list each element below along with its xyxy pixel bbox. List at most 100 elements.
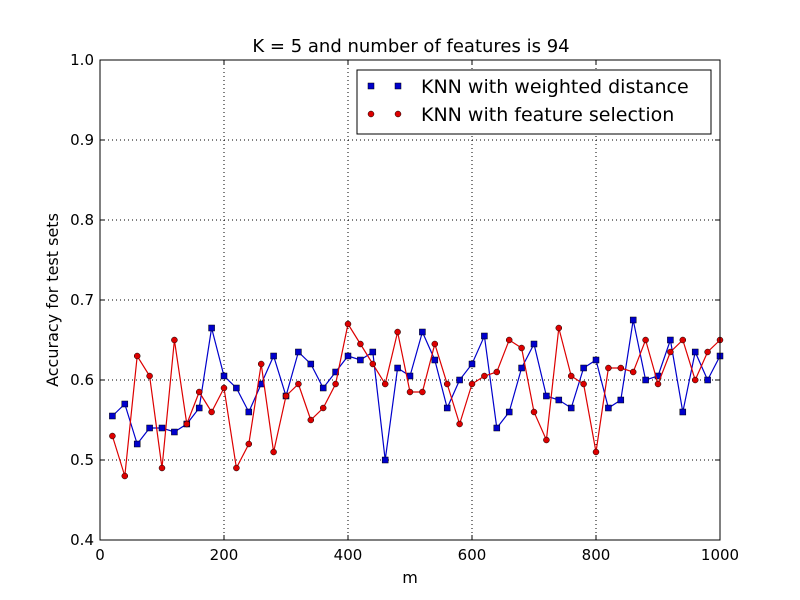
- data-point: [419, 328, 426, 336]
- plot-frame: [99, 59, 721, 541]
- data-point: [580, 380, 587, 388]
- data-point: [208, 408, 215, 416]
- data-point: [381, 380, 389, 388]
- data-point: [567, 404, 575, 412]
- legend-box: [356, 69, 712, 135]
- data-point: [195, 404, 203, 412]
- data-point: [295, 348, 302, 356]
- data-point: [456, 420, 463, 428]
- data-point: [481, 372, 488, 380]
- x-tick-label: 400: [334, 546, 363, 564]
- data-point: [629, 316, 637, 324]
- legend-label: KNN with weighted distance: [421, 76, 689, 98]
- data-point: [592, 448, 600, 456]
- data-point: [381, 456, 389, 464]
- data-point: [704, 376, 711, 384]
- y-tick-label: 1.0: [70, 51, 94, 69]
- data-point: [220, 372, 228, 380]
- data-point: [282, 392, 290, 400]
- data-point: [419, 388, 426, 396]
- data-point: [481, 332, 488, 340]
- data-point: [245, 440, 253, 448]
- y-tick-label: 0.4: [70, 531, 94, 549]
- series-layer: [109, 316, 724, 480]
- legend-item: KNN with feature selection: [367, 104, 674, 126]
- data-point: [555, 324, 563, 332]
- chart-title: K = 5 and number of features is 94: [252, 36, 569, 57]
- data-point: [704, 348, 711, 356]
- data-point: [109, 412, 116, 420]
- data-point: [493, 368, 501, 376]
- data-point: [617, 364, 625, 372]
- data-point: [691, 348, 699, 356]
- data-point: [319, 404, 327, 412]
- x-tick-label: 600: [458, 546, 487, 564]
- legend-marker: [367, 110, 375, 118]
- x-tick-label: 0: [95, 546, 105, 564]
- data-point: [121, 400, 129, 408]
- data-point: [605, 364, 612, 372]
- data-point: [667, 348, 674, 356]
- data-point: [171, 336, 178, 344]
- data-point: [158, 424, 166, 432]
- data-point: [468, 360, 476, 368]
- data-point: [369, 360, 377, 368]
- data-point: [357, 356, 364, 364]
- data-point: [679, 336, 687, 344]
- data-point: [183, 420, 191, 428]
- x-axis-title: m: [402, 568, 418, 587]
- data-point: [530, 408, 538, 416]
- data-point: [220, 384, 228, 392]
- x-tick-label: 800: [582, 546, 611, 564]
- series-1: [109, 316, 724, 464]
- data-point: [605, 404, 612, 412]
- data-point: [443, 404, 451, 412]
- data-point: [171, 428, 178, 436]
- data-point: [592, 356, 600, 364]
- data-point: [109, 432, 116, 440]
- data-point: [406, 388, 414, 396]
- data-point: [431, 356, 439, 364]
- data-point: [245, 408, 253, 416]
- y-tick-label: 0.6: [70, 371, 94, 389]
- data-point: [121, 472, 129, 480]
- y-tick-label: 0.8: [70, 211, 94, 229]
- data-point: [344, 352, 352, 360]
- data-point: [133, 440, 141, 448]
- series-2: [109, 320, 724, 480]
- data-point: [195, 388, 203, 396]
- y-tick-label: 0.9: [70, 131, 94, 149]
- data-point: [270, 448, 277, 456]
- x-tick-label: 1000: [701, 546, 739, 564]
- data-point: [530, 340, 538, 348]
- data-point: [580, 364, 587, 372]
- data-point: [344, 320, 352, 328]
- data-point: [394, 364, 401, 372]
- data-point: [307, 360, 315, 368]
- data-point: [642, 336, 649, 344]
- legend-label: KNN with feature selection: [421, 104, 674, 126]
- data-point: [257, 360, 265, 368]
- y-axis-title: Accuracy for test sets: [43, 213, 62, 387]
- data-point: [667, 336, 674, 344]
- data-point: [394, 328, 401, 336]
- data-point: [493, 424, 501, 432]
- data-point: [456, 376, 463, 384]
- data-point: [295, 380, 302, 388]
- data-point: [270, 352, 277, 360]
- data-point: [146, 372, 153, 380]
- data-point: [406, 372, 414, 380]
- data-point: [233, 384, 240, 392]
- data-point: [443, 380, 451, 388]
- data-point: [518, 344, 525, 352]
- data-point: [357, 340, 364, 348]
- data-point: [691, 376, 699, 384]
- data-point: [133, 352, 141, 360]
- data-point: [505, 336, 513, 344]
- data-point: [679, 408, 687, 416]
- data-point: [629, 368, 637, 376]
- tick-labels: 0 200 400 600 800 1000 0.4 0.5 0.6 0.7 0.8 0.9 1.0: [70, 51, 739, 564]
- data-point: [555, 396, 563, 404]
- data-point: [543, 436, 550, 444]
- data-point: [369, 348, 377, 356]
